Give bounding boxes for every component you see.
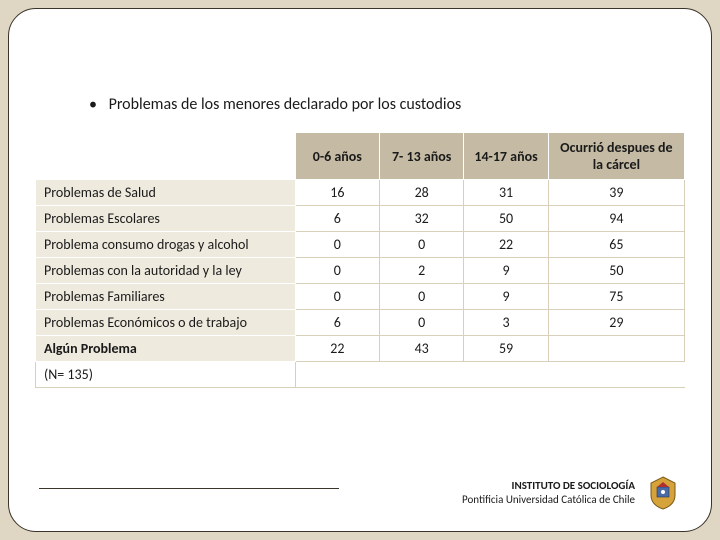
table-cell: 94 [548, 206, 684, 232]
table-cell: 6 [295, 310, 379, 336]
table-cell: 0 [295, 232, 379, 258]
table-row: Algún Problema 22 43 59 [36, 336, 685, 362]
table-cell: 9 [464, 258, 548, 284]
table-cell-empty [380, 362, 464, 388]
row-label: Algún Problema [36, 336, 296, 362]
table-cell-empty [295, 362, 379, 388]
table-body: Problemas de Salud 16 28 31 39 Problemas… [36, 180, 685, 388]
table-cell: 43 [380, 336, 464, 362]
table-row: Problemas Escolares 6 32 50 94 [36, 206, 685, 232]
table-cell: 22 [295, 336, 379, 362]
table-col-header: 7- 13 años [380, 133, 464, 180]
table-cell: 65 [548, 232, 684, 258]
table-cell: 75 [548, 284, 684, 310]
table-col-header: 14-17 años [464, 133, 548, 180]
table-cell-empty [464, 362, 548, 388]
table-cell: 0 [380, 310, 464, 336]
table-cell: 50 [464, 206, 548, 232]
table-cell: 31 [464, 180, 548, 206]
table-cell: 59 [464, 336, 548, 362]
table-cell: 6 [295, 206, 379, 232]
slide-frame: Problemas de los menores declarado por l… [8, 8, 712, 532]
table-row: Problemas de Salud 16 28 31 39 [36, 180, 685, 206]
footer-text: INSTITUTO DE SOCIOLOGÍA Pontificia Unive… [462, 479, 635, 507]
table-cell: 29 [548, 310, 684, 336]
data-table: 0-6 años 7- 13 años 14-17 años Ocurrió d… [35, 132, 685, 388]
bullet-title: Problemas de los menores declarado por l… [89, 95, 685, 114]
row-label: Problema consumo drogas y alcohol [36, 232, 296, 258]
table-note-row: (N= 135) [36, 362, 685, 388]
footer-line2: Pontificia Universidad Católica de Chile [462, 493, 635, 507]
table-row: Problemas Familiares 0 0 9 75 [36, 284, 685, 310]
row-label: Problemas de Salud [36, 180, 296, 206]
footer-line1: INSTITUTO DE SOCIOLOGÍA [462, 479, 635, 493]
table-row: Problemas Económicos o de trabajo 6 0 3 … [36, 310, 685, 336]
table-cell: 3 [464, 310, 548, 336]
table-cell: 0 [380, 232, 464, 258]
footer-rule [39, 488, 339, 489]
table-cell-empty [548, 362, 684, 388]
table-cell [548, 336, 684, 362]
table-cell: 22 [464, 232, 548, 258]
table-cell: 0 [295, 258, 379, 284]
slide-footer: INSTITUTO DE SOCIOLOGÍA Pontificia Unive… [39, 475, 681, 511]
row-label: Problemas Económicos o de trabajo [36, 310, 296, 336]
note-label: (N= 135) [36, 362, 296, 388]
row-label: Problemas Escolares [36, 206, 296, 232]
data-table-wrap: 0-6 años 7- 13 años 14-17 años Ocurrió d… [35, 132, 685, 388]
table-cell: 32 [380, 206, 464, 232]
table-corner-spacer [36, 133, 296, 180]
row-label: Problemas Familiares [36, 284, 296, 310]
university-crest-icon [645, 475, 681, 511]
table-row: Problema consumo drogas y alcohol 0 0 22… [36, 232, 685, 258]
table-cell: 2 [380, 258, 464, 284]
table-cell: 16 [295, 180, 379, 206]
table-col-header: Ocurrió despues de la cárcel [548, 133, 684, 180]
table-cell: 50 [548, 258, 684, 284]
table-cell: 9 [464, 284, 548, 310]
table-cell: 0 [295, 284, 379, 310]
table-row: Problemas con la autoridad y la ley 0 2 … [36, 258, 685, 284]
row-label: Problemas con la autoridad y la ley [36, 258, 296, 284]
table-cell: 0 [380, 284, 464, 310]
table-cell: 39 [548, 180, 684, 206]
table-col-header: 0-6 años [295, 133, 379, 180]
table-cell: 28 [380, 180, 464, 206]
